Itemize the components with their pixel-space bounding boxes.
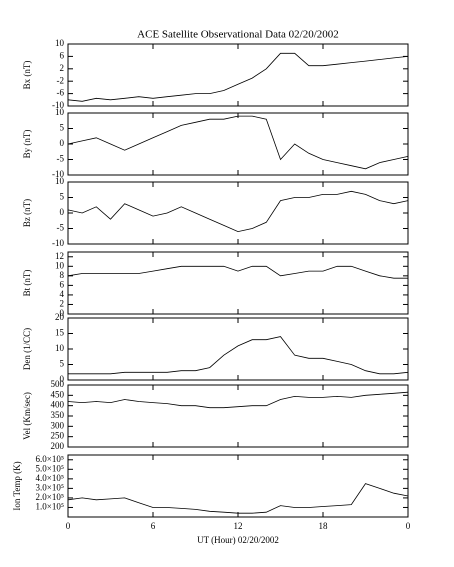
y-tick-label: 2.0×10⁵ bbox=[36, 492, 64, 502]
data-line bbox=[67, 483, 409, 514]
y-tick-label: 0 bbox=[60, 138, 65, 148]
x-tick-label: 18 bbox=[319, 521, 329, 531]
y-tick-label: 0 bbox=[60, 308, 65, 318]
y-tick-label: 6.0×10⁵ bbox=[36, 454, 64, 464]
y-tick-label: 6 bbox=[60, 279, 65, 289]
data-line bbox=[67, 190, 409, 233]
data-line bbox=[67, 52, 409, 102]
y-axis-label: Bz (nT) bbox=[22, 199, 32, 227]
y-tick-label: -10 bbox=[52, 238, 64, 248]
y-axis-label: Den (1/CC) bbox=[22, 328, 32, 370]
y-tick-label: 3.0×10⁵ bbox=[36, 482, 64, 492]
panel-frame bbox=[67, 43, 409, 107]
data-line bbox=[67, 115, 409, 170]
y-tick-label: 450 bbox=[51, 389, 65, 399]
data-line bbox=[67, 265, 408, 279]
x-tick-label: 0 bbox=[406, 521, 411, 531]
data-line bbox=[68, 336, 409, 375]
chart-title: ACE Satellite Observational Data 02/20/2… bbox=[137, 29, 339, 41]
panel-frame bbox=[67, 181, 409, 245]
y-tick-label: 500 bbox=[51, 379, 65, 389]
y-axis-label: By (nT) bbox=[22, 130, 32, 159]
x-tick-label: 0 bbox=[66, 521, 71, 531]
y-tick-label: 10 bbox=[55, 38, 65, 48]
y-tick-label: 6 bbox=[60, 50, 65, 60]
y-tick-label: 10 bbox=[55, 343, 65, 353]
y-tick-label: 300 bbox=[51, 420, 65, 430]
panel-frame bbox=[67, 251, 409, 315]
y-tick-label: 5 bbox=[60, 359, 65, 369]
panel-frame bbox=[67, 384, 409, 448]
y-tick-label: 350 bbox=[51, 410, 65, 420]
y-tick-label: -5 bbox=[57, 223, 65, 233]
y-tick-label: -10 bbox=[52, 100, 64, 110]
y-tick-label: 2 bbox=[60, 63, 65, 73]
y-tick-label: -10 bbox=[52, 169, 64, 179]
y-axis-label: Bt (nT) bbox=[22, 270, 32, 297]
y-tick-label: 200 bbox=[51, 441, 65, 451]
y-tick-label: 400 bbox=[51, 400, 65, 410]
y-tick-label: -5 bbox=[57, 154, 65, 164]
y-axis-label: Vel (Km/sec) bbox=[22, 392, 32, 440]
y-axis-label: Ion Temp (K) bbox=[12, 461, 22, 510]
y-tick-label: 10 bbox=[55, 260, 65, 270]
y-tick-label: -6 bbox=[57, 88, 65, 98]
y-tick-label: 4 bbox=[60, 289, 65, 299]
y-tick-label: 4.0×10⁵ bbox=[36, 473, 64, 483]
y-tick-label: 12 bbox=[55, 251, 64, 261]
y-tick-label: 20 bbox=[55, 312, 65, 322]
y-tick-label: 0 bbox=[60, 207, 65, 217]
x-axis-label: UT (Hour) 02/20/2002 bbox=[197, 535, 279, 545]
y-tick-label: -2 bbox=[57, 75, 65, 85]
panel-frame bbox=[67, 112, 409, 176]
y-tick-label: 0 bbox=[60, 374, 65, 384]
y-tick-label: 10 bbox=[55, 107, 65, 117]
y-axis-label: Bx (nT) bbox=[22, 61, 32, 90]
y-tick-label: 8 bbox=[60, 270, 65, 280]
y-tick-label: 5.0×10⁵ bbox=[36, 463, 64, 473]
y-tick-label: 2 bbox=[60, 299, 65, 309]
y-tick-label: 10 bbox=[55, 176, 65, 186]
x-tick-label: 6 bbox=[151, 521, 156, 531]
y-tick-label: 15 bbox=[55, 328, 65, 338]
y-tick-label: 5 bbox=[60, 192, 65, 202]
x-tick-label: 12 bbox=[234, 521, 243, 531]
data-line bbox=[67, 391, 409, 409]
panel-frame bbox=[67, 317, 409, 381]
y-tick-label: 1.0×10⁵ bbox=[36, 502, 64, 512]
y-tick-label: 5 bbox=[60, 123, 65, 133]
y-tick-label: 250 bbox=[51, 431, 65, 441]
panel-frame bbox=[67, 454, 409, 518]
